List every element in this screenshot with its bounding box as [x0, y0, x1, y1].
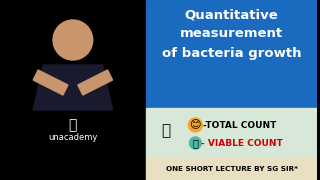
Circle shape — [189, 137, 201, 149]
Text: - VIABLE COUNT: - VIABLE COUNT — [201, 138, 283, 147]
Circle shape — [188, 118, 202, 132]
Text: measurement: measurement — [180, 26, 283, 39]
Text: Quantitative: Quantitative — [185, 8, 278, 21]
Bar — [0, 0, 146, 180]
Text: unacademy: unacademy — [48, 134, 98, 143]
Polygon shape — [33, 70, 68, 95]
Text: 🏆: 🏆 — [69, 118, 77, 132]
Text: ONE SHORT LECTURE BY SG SIR*: ONE SHORT LECTURE BY SG SIR* — [165, 166, 298, 172]
Text: 🔬: 🔬 — [161, 123, 170, 138]
Bar — [146, 158, 317, 180]
Polygon shape — [33, 65, 113, 110]
Polygon shape — [78, 70, 113, 95]
Text: -TOTAL COUNT: -TOTAL COUNT — [203, 120, 276, 129]
Text: 🦠: 🦠 — [192, 138, 198, 148]
Text: 😊: 😊 — [189, 120, 201, 130]
Bar — [146, 0, 317, 108]
Text: of bacteria growth: of bacteria growth — [162, 46, 301, 60]
Circle shape — [53, 20, 93, 60]
Bar — [146, 108, 317, 158]
